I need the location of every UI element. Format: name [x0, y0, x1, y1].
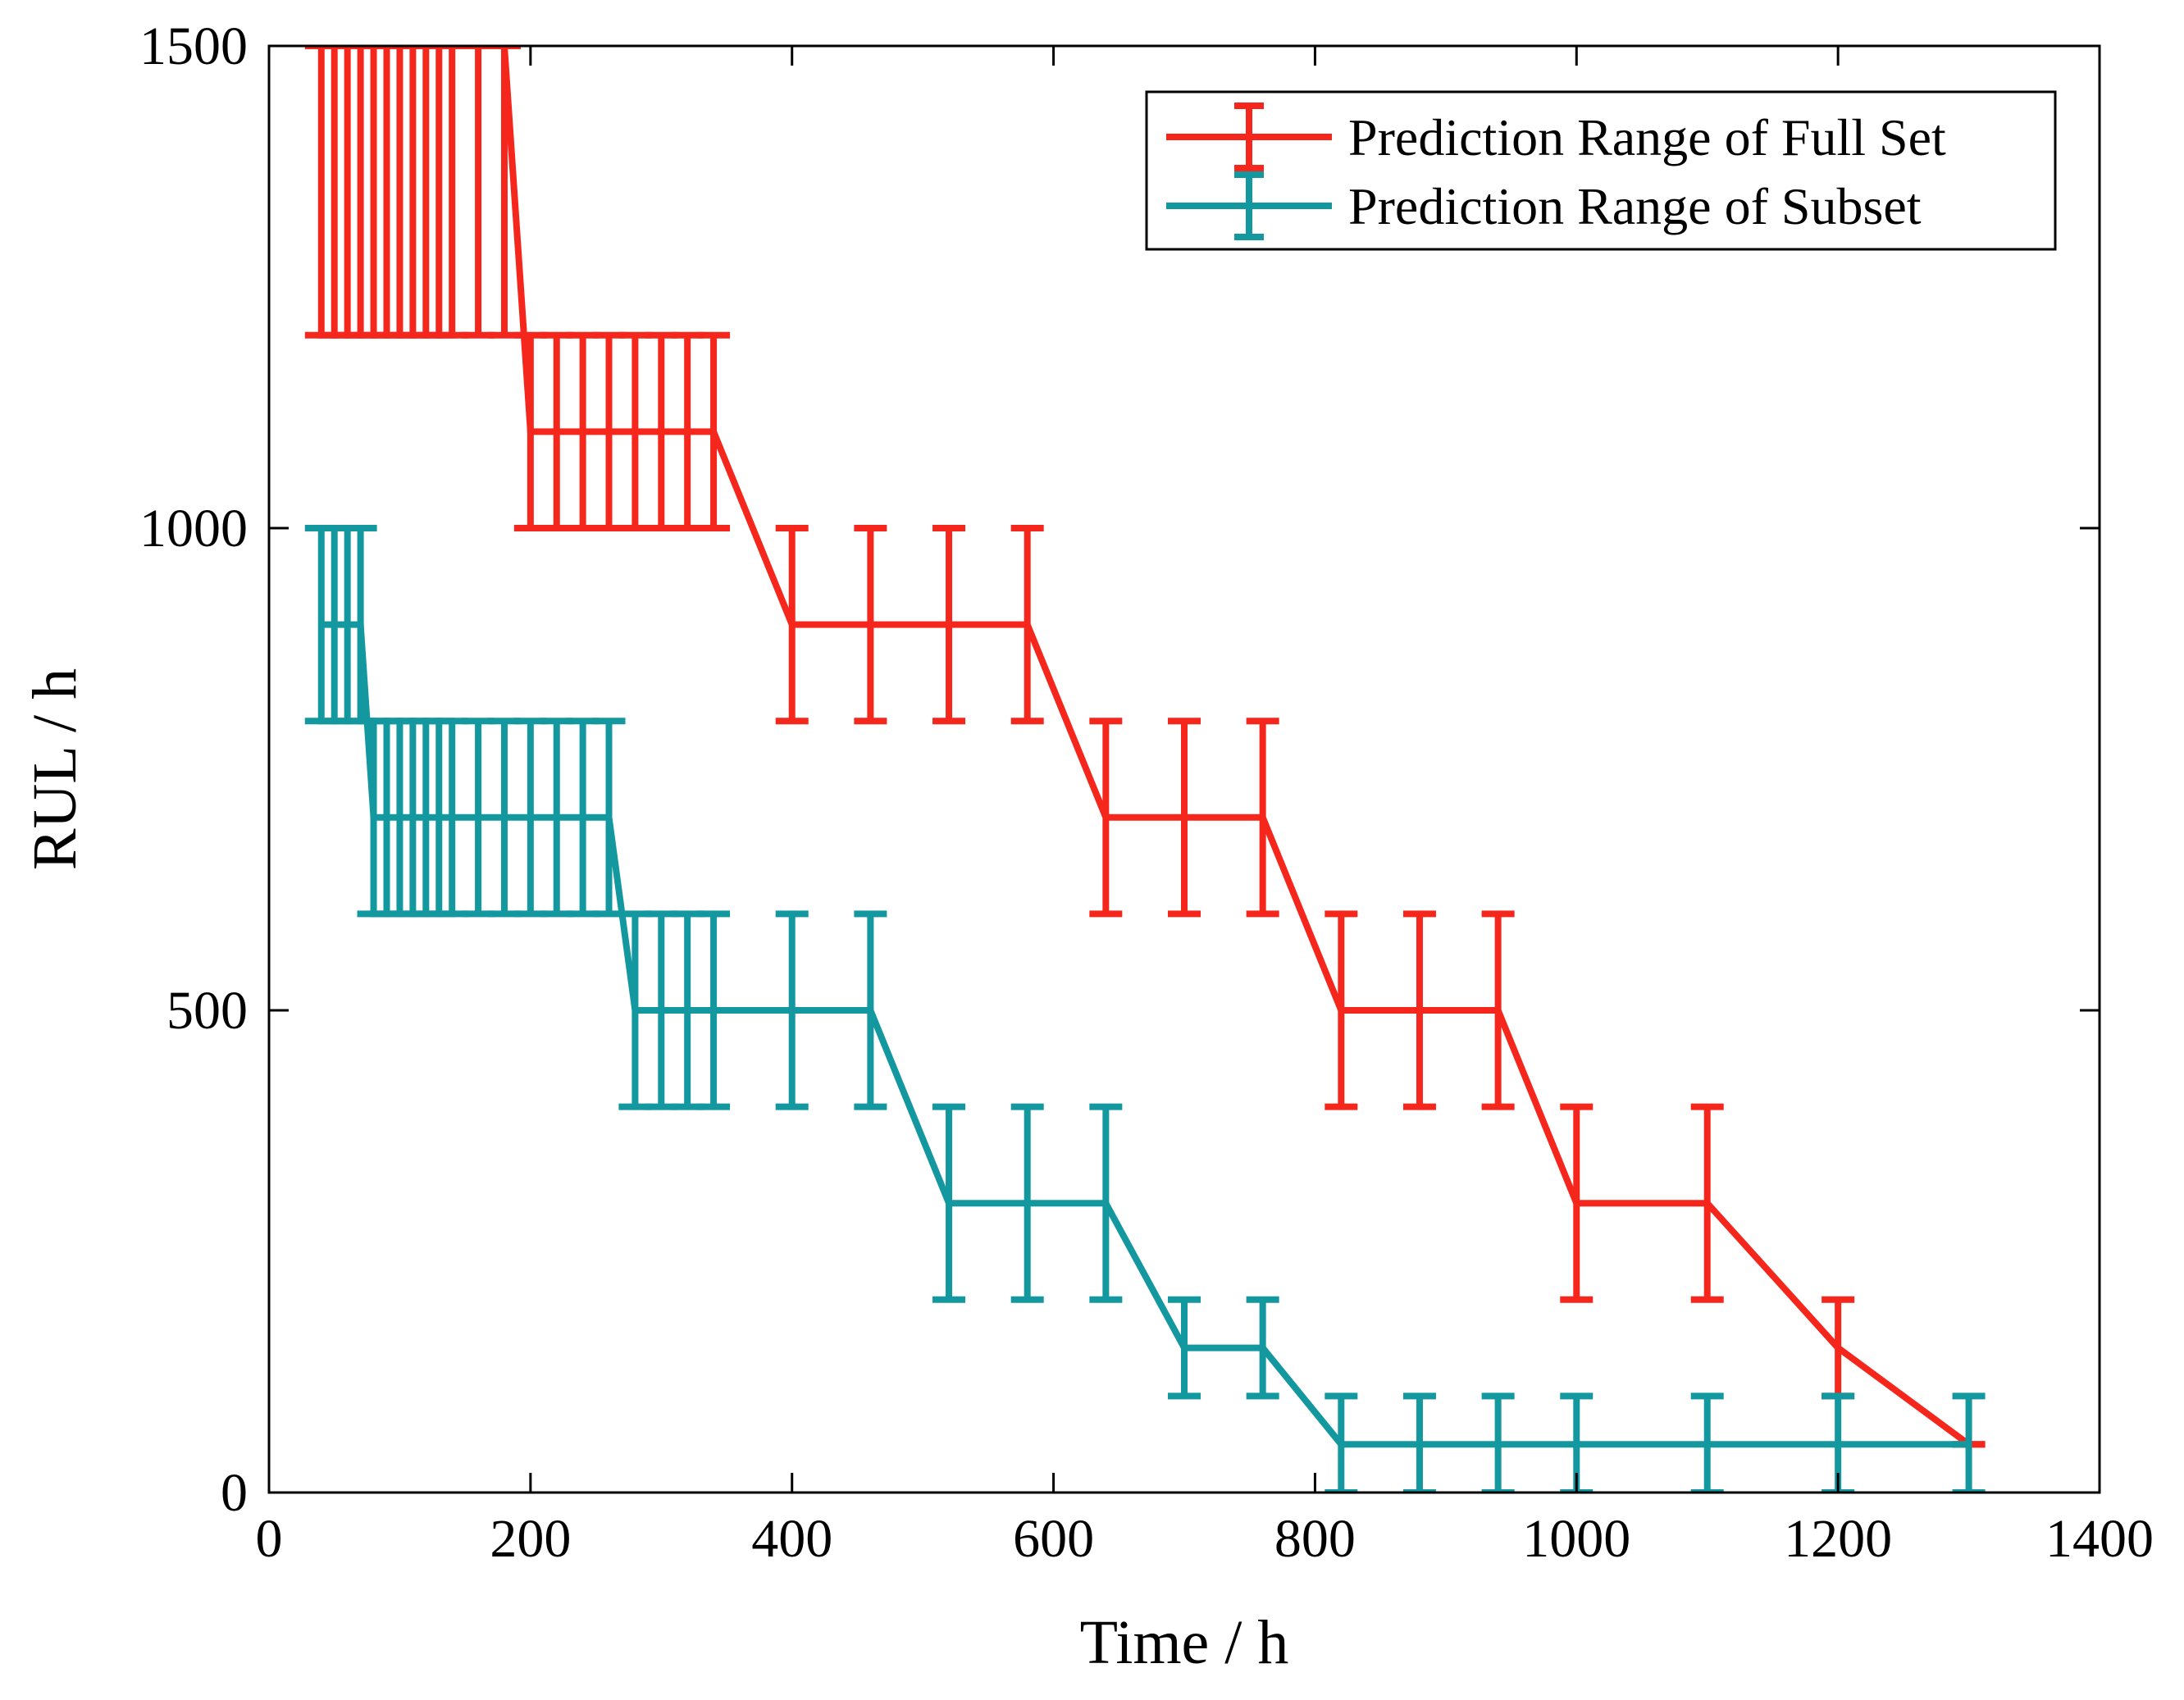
tick-layer: 0 200 400 600 800 1000 1200 1400 0 500 1000 1500: [139, 16, 2154, 1569]
x-axis-title: Time / h: [1080, 1608, 1289, 1677]
legend-label: Prediction Range of Full Set: [1348, 108, 1946, 166]
series-full-set: [304, 46, 1986, 1448]
x-tick-label: 800: [1274, 1509, 1356, 1569]
x-tick-label: 200: [490, 1509, 571, 1569]
y-tick-label: 1500: [139, 16, 248, 76]
x-tick-label: 0: [256, 1509, 283, 1569]
series-line: [321, 621, 1969, 1448]
y-tick-label: 1000: [139, 499, 248, 558]
y-axis-title: RUL / h: [21, 668, 89, 870]
series-line: [321, 46, 1971, 1447]
x-tick-label: 1000: [1522, 1509, 1630, 1569]
x-tick-label: 1200: [1784, 1509, 1892, 1569]
series-subset: [304, 525, 1986, 1493]
x-tick-label: 400: [751, 1509, 832, 1569]
legend-label: Prediction Range of Subset: [1348, 177, 1922, 235]
legend-box: [1145, 90, 2057, 251]
legend: Prediction Range of Full Set Prediction R…: [1145, 90, 2057, 251]
series-layer: [304, 46, 1986, 1493]
plot-frame: [267, 44, 2101, 1494]
x-tick-label: 600: [1013, 1509, 1094, 1569]
y-tick-label: 0: [221, 1463, 248, 1523]
x-tick-label: 1400: [2045, 1509, 2154, 1569]
y-tick-label: 500: [166, 981, 248, 1041]
